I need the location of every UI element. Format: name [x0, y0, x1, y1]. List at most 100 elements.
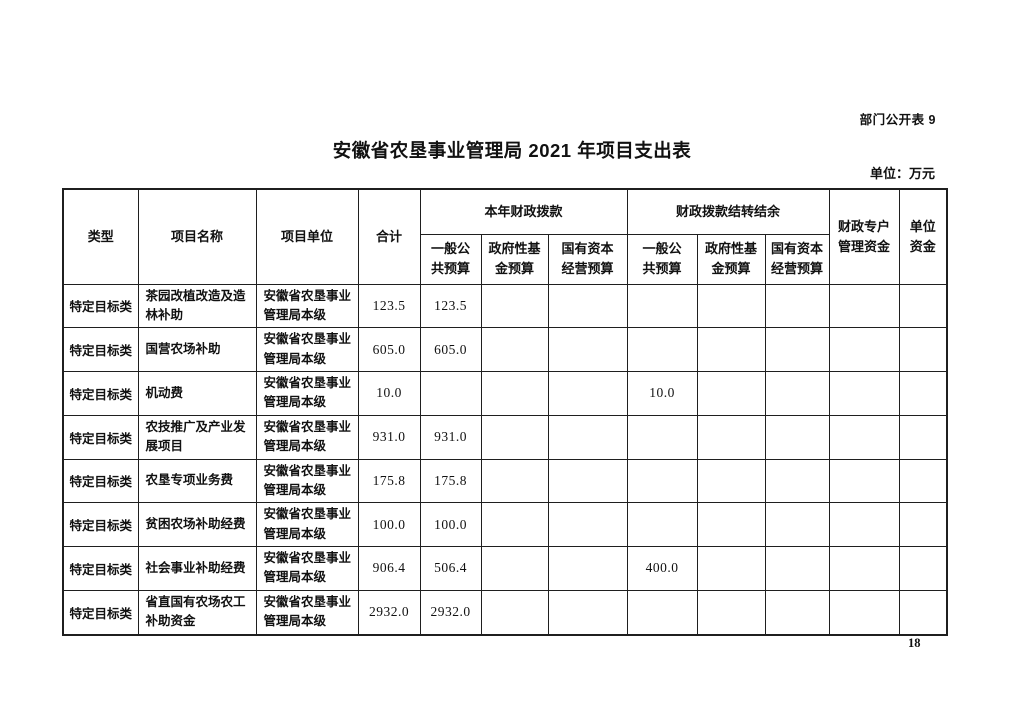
cell-cy-state-capital [547, 589, 628, 636]
cell-project-name: 农垦专项业务费 [137, 458, 257, 504]
cell-unit-funds [898, 502, 948, 547]
table-row: 特定目标类 社会事业补助经费 安徽省农垦事业管理局本级 906.4 506.4 … [62, 546, 948, 591]
cell-project-unit: 安徽省农垦事业管理局本级 [255, 546, 359, 591]
cell-total: 2932.0 [357, 589, 421, 636]
cell-cy-general: 123.5 [419, 283, 482, 329]
cell-co-general [626, 283, 698, 329]
cell-special-account [828, 283, 900, 329]
cell-unit-funds [898, 371, 948, 416]
cell-cy-state-capital [547, 327, 628, 372]
cell-cy-general: 506.4 [419, 546, 482, 591]
cell-co-general: 10.0 [626, 371, 698, 416]
cell-co-gov-fund [696, 283, 766, 329]
table-row: 特定目标类 贫困农场补助经费 安徽省农垦事业管理局本级 100.0 100.0 [62, 502, 948, 547]
cell-project-name: 省直国有农场农工补助资金 [137, 589, 257, 636]
cell-total: 906.4 [357, 546, 421, 591]
cell-total: 123.5 [357, 283, 421, 329]
cell-type: 特定目标类 [62, 283, 139, 329]
cell-special-account [828, 327, 900, 372]
project-expenditure-table: 类型 项目名称 项目单位 合计 本年财政拨款 财政拨款结转结余 财政专户 管理资… [62, 188, 949, 636]
cell-cy-state-capital [547, 458, 628, 504]
cell-special-account [828, 458, 900, 504]
table-row: 特定目标类 省直国有农场农工补助资金 安徽省农垦事业管理局本级 2932.0 2… [62, 589, 948, 636]
page-number: 18 [908, 636, 921, 650]
cell-project-unit: 安徽省农垦事业管理局本级 [255, 502, 359, 547]
cell-co-gov-fund [696, 502, 766, 547]
cell-cy-state-capital [547, 502, 628, 547]
cell-project-name: 茶园改植改造及造林补助 [137, 283, 257, 329]
header-row-subcolumns: 一般公 共预算 政府性基 金预算 国有资本 经营预算 一般公 共预算 政府性基 … [63, 233, 947, 285]
cell-total: 100.0 [357, 502, 421, 547]
col-header-type: 类型 [62, 188, 139, 285]
col-group-carryover-balance: 财政拨款结转结余 [626, 188, 830, 235]
cell-co-gov-fund [696, 589, 766, 636]
cell-total: 931.0 [357, 414, 421, 460]
cell-project-name: 贫困农场补助经费 [137, 502, 257, 547]
cell-co-state-capital [764, 327, 830, 372]
cell-unit-funds [898, 327, 948, 372]
cell-special-account [828, 414, 900, 460]
cell-co-general [626, 502, 698, 547]
cell-cy-general: 605.0 [419, 327, 482, 372]
col-group-current-year-appropriation: 本年财政拨款 [419, 188, 628, 235]
cell-co-gov-fund [696, 327, 766, 372]
cell-special-account [828, 371, 900, 416]
cell-project-unit: 安徽省农垦事业管理局本级 [255, 589, 359, 636]
cell-co-general [626, 414, 698, 460]
cell-co-gov-fund [696, 458, 766, 504]
cell-co-state-capital [764, 546, 830, 591]
cell-total: 175.8 [357, 458, 421, 504]
col-header-special-account-funds: 财政专户 管理资金 [828, 188, 900, 285]
page-title: 安徽省农垦事业管理局 2021 年项目支出表 [332, 140, 692, 161]
cell-cy-state-capital [547, 414, 628, 460]
cell-co-general [626, 327, 698, 372]
cell-type: 特定目标类 [62, 327, 139, 372]
col-header-co-gov-fund-budget: 政府性基 金预算 [696, 233, 766, 285]
cell-total: 605.0 [357, 327, 421, 372]
cell-cy-gov-fund [480, 546, 549, 591]
col-header-total: 合计 [357, 188, 421, 285]
cell-type: 特定目标类 [62, 371, 139, 416]
cell-co-state-capital [764, 589, 830, 636]
cell-type: 特定目标类 [62, 589, 139, 636]
cell-total: 10.0 [357, 371, 421, 416]
cell-cy-gov-fund [480, 589, 549, 636]
col-header-cy-general-budget: 一般公 共预算 [419, 233, 482, 285]
cell-project-unit: 安徽省农垦事业管理局本级 [255, 327, 359, 372]
cell-unit-funds [898, 414, 948, 460]
table-row: 特定目标类 机动费 安徽省农垦事业管理局本级 10.0 10.0 [62, 371, 948, 416]
cell-cy-gov-fund [480, 414, 549, 460]
table-row: 特定目标类 茶园改植改造及造林补助 安徽省农垦事业管理局本级 123.5 123… [62, 283, 948, 329]
cell-project-unit: 安徽省农垦事业管理局本级 [255, 414, 359, 460]
cell-cy-general: 2932.0 [419, 589, 482, 636]
cell-co-state-capital [764, 414, 830, 460]
col-header-project-name: 项目名称 [137, 188, 257, 285]
cell-co-state-capital [764, 283, 830, 329]
cell-project-unit: 安徽省农垦事业管理局本级 [255, 458, 359, 504]
cell-cy-gov-fund [480, 502, 549, 547]
cell-cy-state-capital [547, 371, 628, 416]
cell-co-state-capital [764, 502, 830, 547]
cell-cy-gov-fund [480, 283, 549, 329]
cell-cy-general: 175.8 [419, 458, 482, 504]
cell-cy-state-capital [547, 283, 628, 329]
cell-project-unit: 安徽省农垦事业管理局本级 [255, 283, 359, 329]
cell-co-general [626, 458, 698, 504]
cell-project-name: 农技推广及产业发展项目 [137, 414, 257, 460]
cell-type: 特定目标类 [62, 458, 139, 504]
cell-unit-funds [898, 589, 948, 636]
unit-label: 单位：万元 [869, 166, 935, 181]
col-header-project-unit: 项目单位 [255, 188, 359, 285]
cell-unit-funds [898, 546, 948, 591]
col-header-cy-state-capital-budget: 国有资本 经营预算 [547, 233, 628, 285]
cell-project-name: 社会事业补助经费 [137, 546, 257, 591]
cell-cy-state-capital [547, 546, 628, 591]
cell-project-name: 机动费 [137, 371, 257, 416]
cell-co-gov-fund [696, 414, 766, 460]
cell-project-name: 国营农场补助 [137, 327, 257, 372]
col-header-unit-funds: 单位 资金 [898, 188, 948, 285]
cell-unit-funds [898, 458, 948, 504]
cell-special-account [828, 546, 900, 591]
cell-co-state-capital [764, 371, 830, 416]
cell-cy-general [419, 371, 482, 416]
